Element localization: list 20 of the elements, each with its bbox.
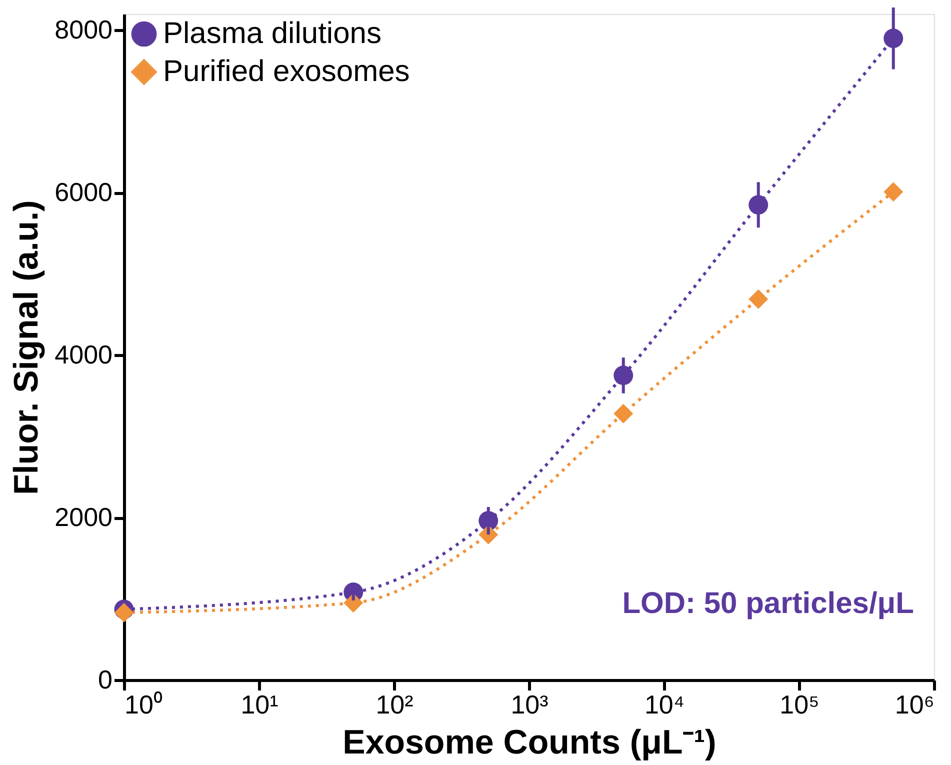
y-axis-title: Fluor. Signal (a.u.) (8, 200, 46, 495)
y-tick-label: 8000 (54, 14, 112, 45)
point (614, 404, 634, 424)
x-tick-label: 10⁵ (780, 690, 820, 720)
x-tick-label: 10⁰ (124, 690, 162, 720)
x-tick-label: 10¹ (240, 690, 279, 720)
x-tick-label: 10⁴ (644, 690, 685, 720)
y-tick-label: 2000 (54, 502, 112, 532)
legend-label: Plasma dilutions (163, 17, 382, 50)
x-axis-title: Exosome Counts (μL⁻¹) (342, 724, 716, 762)
y-tick-label: 4000 (54, 340, 112, 370)
y-tick-label: 0 (98, 664, 112, 694)
x-tick-label: 10⁶ (894, 690, 934, 720)
y-tick-label: 6000 (54, 177, 112, 208)
annotation: LOD: 50 particles/μL (622, 587, 914, 620)
point (748, 289, 768, 309)
legend-label: Purified exosomes (163, 55, 410, 88)
x-tick-label: 10² (376, 690, 414, 720)
x-tick-label: 10³ (510, 690, 549, 720)
point (884, 182, 904, 202)
